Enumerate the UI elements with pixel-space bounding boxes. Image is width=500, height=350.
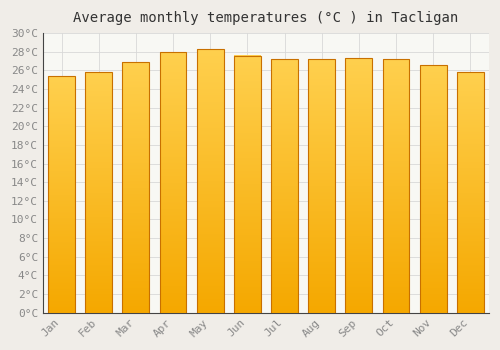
Bar xyxy=(234,56,260,313)
Bar xyxy=(160,52,186,313)
Bar xyxy=(234,56,260,313)
Bar xyxy=(308,59,335,313)
Bar xyxy=(382,59,409,313)
Bar xyxy=(308,59,335,313)
Bar xyxy=(86,72,112,313)
Bar xyxy=(48,76,75,313)
Bar xyxy=(160,52,186,313)
Bar xyxy=(420,65,446,313)
Bar xyxy=(271,59,298,313)
Bar xyxy=(86,72,112,313)
Title: Average monthly temperatures (°C ) in Tacligan: Average monthly temperatures (°C ) in Ta… xyxy=(74,11,458,25)
Bar xyxy=(122,62,149,313)
Bar xyxy=(457,72,483,313)
Bar xyxy=(457,72,483,313)
Bar xyxy=(122,62,149,313)
Bar xyxy=(48,76,75,313)
Bar xyxy=(197,49,224,313)
Bar xyxy=(197,49,224,313)
Bar xyxy=(346,58,372,313)
Bar xyxy=(271,59,298,313)
Bar xyxy=(382,59,409,313)
Bar xyxy=(346,58,372,313)
Bar xyxy=(420,65,446,313)
